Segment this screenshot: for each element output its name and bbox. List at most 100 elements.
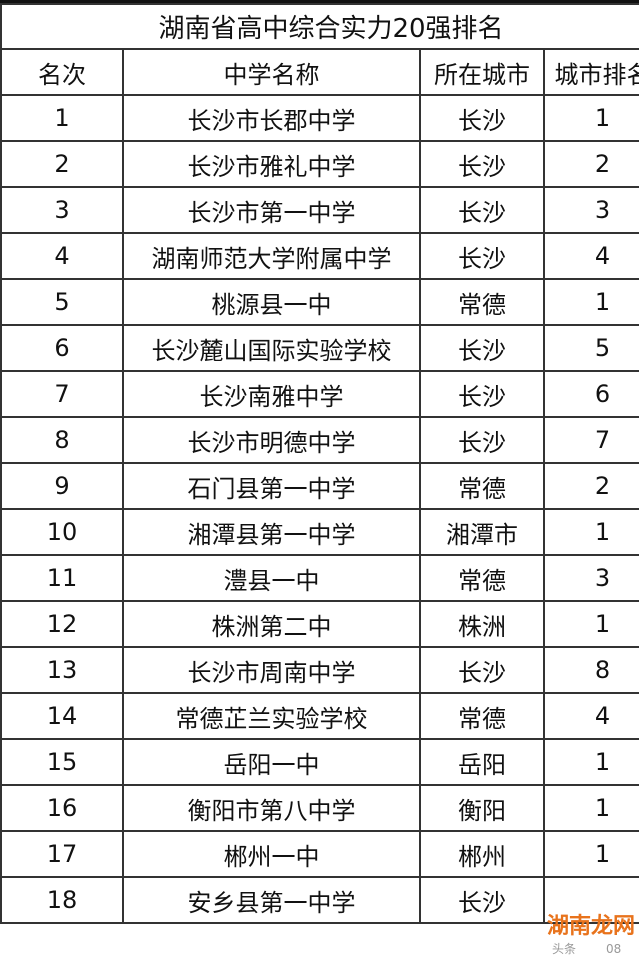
school-cell: 长沙市雅礼中学: [122, 140, 421, 188]
city-rank-cell: 1: [542, 600, 639, 648]
city-rank-cell: 4: [542, 232, 639, 280]
city-cell: 长沙: [419, 646, 545, 694]
rank-cell: 10: [0, 508, 124, 556]
school-cell: 长沙市长郡中学: [122, 94, 421, 142]
ranking-table: 湖南省高中综合实力20强排名 名次 中学名称 所在城市 城市排名 1长沙市长郡中…: [0, 3, 639, 924]
table-row: 17 郴州一中 郴州 1: [0, 830, 639, 878]
rank-cell: 12: [0, 600, 124, 648]
rank-cell: 2: [0, 140, 124, 188]
school-cell: 株洲第二中: [122, 600, 421, 648]
city-rank-cell: 8: [542, 646, 639, 694]
city-rank-cell: 1: [542, 278, 639, 326]
top-border: [0, 0, 639, 4]
rank-cell: 3: [0, 186, 124, 234]
city-cell: 长沙: [419, 324, 545, 372]
table-row: 15 岳阳一中 岳阳 1: [0, 738, 639, 786]
rank-cell: 15: [0, 738, 124, 786]
table-row: 11 澧县一中 常德 3: [0, 554, 639, 602]
city-rank-cell: 1: [542, 508, 639, 556]
table-row: 9 石门县第一中学 常德 2: [0, 462, 639, 510]
watermark-suffix: 08: [606, 942, 622, 956]
city-cell: 岳阳: [419, 738, 545, 786]
rank-cell: 16: [0, 784, 124, 832]
rank-cell: 4: [0, 232, 124, 280]
city-cell: 常德: [419, 692, 545, 740]
city-cell: 长沙: [419, 416, 545, 464]
watermark-source: 头条: [552, 942, 577, 956]
city-rank-cell: 1: [542, 738, 639, 786]
city-rank-cell: 7: [542, 416, 639, 464]
school-cell: 常德芷兰实验学校: [122, 692, 421, 740]
rank-cell: 11: [0, 554, 124, 602]
city-rank-cell: 2: [542, 140, 639, 188]
table-row: 8 长沙市明德中学 长沙 7: [0, 416, 639, 464]
city-cell: 长沙: [419, 232, 545, 280]
rank-cell: 7: [0, 370, 124, 418]
header-school: 中学名称: [122, 48, 421, 96]
school-cell: 郴州一中: [122, 830, 421, 878]
city-rank-cell: 6: [542, 370, 639, 418]
city-rank-cell: 1: [542, 830, 639, 878]
city-cell: 长沙: [419, 140, 545, 188]
city-rank-cell: 1: [542, 784, 639, 832]
table-row: 14 常德芷兰实验学校 常德 4: [0, 692, 639, 740]
rank-cell: 9: [0, 462, 124, 510]
school-cell: 长沙市周南中学: [122, 646, 421, 694]
city-cell: 长沙: [419, 370, 545, 418]
table-row: 1 长沙市长郡中学 长沙 1: [0, 94, 639, 142]
school-cell: 长沙市明德中学: [122, 416, 421, 464]
city-rank-cell: 5: [542, 324, 639, 372]
school-cell: 长沙市第一中学: [122, 186, 421, 234]
header-city-rank: 城市排名: [542, 48, 639, 96]
city-cell: 湘潭市: [419, 508, 545, 556]
city-cell: 常德: [419, 462, 545, 510]
table-row: 7 长沙南雅中学 长沙 6: [0, 370, 639, 418]
city-cell: 郴州: [419, 830, 545, 878]
table-row: 13 长沙市周南中学 长沙 8: [0, 646, 639, 694]
city-rank-cell: 4: [542, 692, 639, 740]
rank-cell: 17: [0, 830, 124, 878]
table-row: 18 安乡县第一中学 长沙: [0, 876, 639, 924]
city-cell: 株洲: [419, 600, 545, 648]
city-cell: 常德: [419, 278, 545, 326]
city-cell: 长沙: [419, 876, 545, 924]
watermark-logo: 湖南龙网: [547, 914, 636, 939]
header-row: 名次 中学名称 所在城市 城市排名: [0, 48, 639, 96]
rank-cell: 5: [0, 278, 124, 326]
school-cell: 安乡县第一中学: [122, 876, 421, 924]
table-row: 4 湖南师范大学附属中学 长沙 4: [0, 232, 639, 280]
school-cell: 湘潭县第一中学: [122, 508, 421, 556]
school-cell: 长沙麓山国际实验学校: [122, 324, 421, 372]
rank-cell: 8: [0, 416, 124, 464]
school-cell: 桃源县一中: [122, 278, 421, 326]
table-row: 10 湘潭县第一中学 湘潭市 1: [0, 508, 639, 556]
header-rank: 名次: [0, 48, 124, 96]
city-rank-cell: 1: [542, 94, 639, 142]
rank-cell: 1: [0, 94, 124, 142]
school-cell: 湖南师范大学附属中学: [122, 232, 421, 280]
city-rank-cell: 2: [542, 462, 639, 510]
school-cell: 澧县一中: [122, 554, 421, 602]
city-cell: 长沙: [419, 94, 545, 142]
table-row: 3 长沙市第一中学 长沙 3: [0, 186, 639, 234]
table-title: 湖南省高中综合实力20强排名: [0, 3, 639, 50]
table-row: 12 株洲第二中 株洲 1: [0, 600, 639, 648]
city-rank-cell: 3: [542, 554, 639, 602]
school-cell: 岳阳一中: [122, 738, 421, 786]
school-cell: 长沙南雅中学: [122, 370, 421, 418]
city-cell: 衡阳: [419, 784, 545, 832]
table-row: 16 衡阳市第八中学 衡阳 1: [0, 784, 639, 832]
rank-cell: 14: [0, 692, 124, 740]
header-city: 所在城市: [419, 48, 545, 96]
table-row: 6 长沙麓山国际实验学校 长沙 5: [0, 324, 639, 372]
rank-cell: 6: [0, 324, 124, 372]
table-row: 5 桃源县一中 常德 1: [0, 278, 639, 326]
table-row: 2 长沙市雅礼中学 长沙 2: [0, 140, 639, 188]
school-cell: 石门县第一中学: [122, 462, 421, 510]
school-cell: 衡阳市第八中学: [122, 784, 421, 832]
rank-cell: 18: [0, 876, 124, 924]
city-cell: 常德: [419, 554, 545, 602]
city-rank-cell: [542, 876, 639, 924]
city-cell: 长沙: [419, 186, 545, 234]
rank-cell: 13: [0, 646, 124, 694]
